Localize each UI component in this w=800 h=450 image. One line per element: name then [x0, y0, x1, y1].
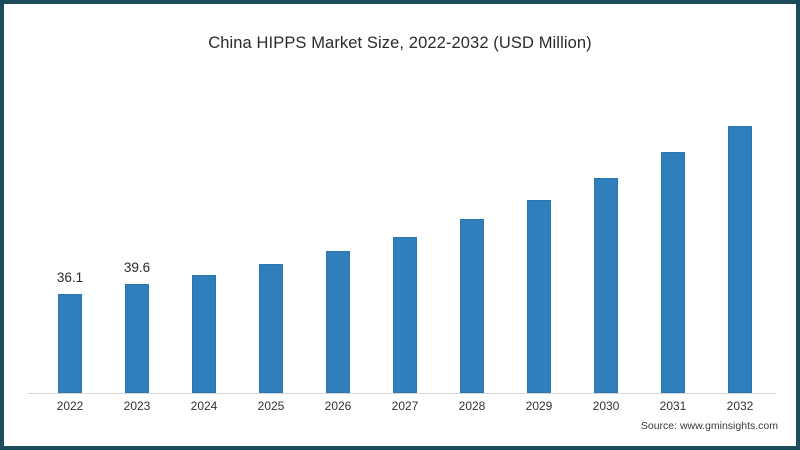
x-tick-2032: 2032 — [726, 399, 754, 413]
x-tick-2022: 2022 — [56, 399, 84, 413]
bar-2026 — [326, 251, 350, 393]
bar-2025 — [259, 264, 283, 393]
chart-canvas: China HIPPS Market Size, 2022-2032 (USD … — [4, 4, 796, 446]
x-tick-2025: 2025 — [257, 399, 285, 413]
bar-2024 — [192, 275, 216, 393]
x-tick-2026: 2026 — [324, 399, 352, 413]
x-axis-line — [28, 393, 776, 394]
x-tick-2031: 2031 — [659, 399, 687, 413]
x-tick-2024: 2024 — [190, 399, 218, 413]
bar-2028 — [460, 219, 484, 393]
bar-2031 — [661, 152, 685, 393]
source-attribution: Source: www.gminsights.com — [640, 420, 778, 432]
plot-area: 36.1 39.6 2022 2023 2024 2025 2026 2027 2028 202… — [4, 4, 796, 446]
bar-value-label-2022: 36.1 — [56, 270, 84, 285]
x-tick-2023: 2023 — [123, 399, 151, 413]
page-title: China HIPPS Market Size, 2022-2032 (USD … — [208, 34, 592, 52]
x-tick-2028: 2028 — [458, 399, 486, 413]
bar-2027 — [393, 237, 417, 393]
bar-2030 — [594, 178, 618, 393]
bar-2022 — [58, 294, 82, 393]
x-tick-2029: 2029 — [525, 399, 553, 413]
x-tick-2030: 2030 — [592, 399, 620, 413]
bar-value-label-2023: 39.6 — [123, 260, 151, 275]
x-tick-2027: 2027 — [391, 399, 419, 413]
bar-2029 — [527, 200, 551, 393]
bar-2023 — [125, 284, 149, 393]
bar-2032 — [728, 126, 752, 393]
